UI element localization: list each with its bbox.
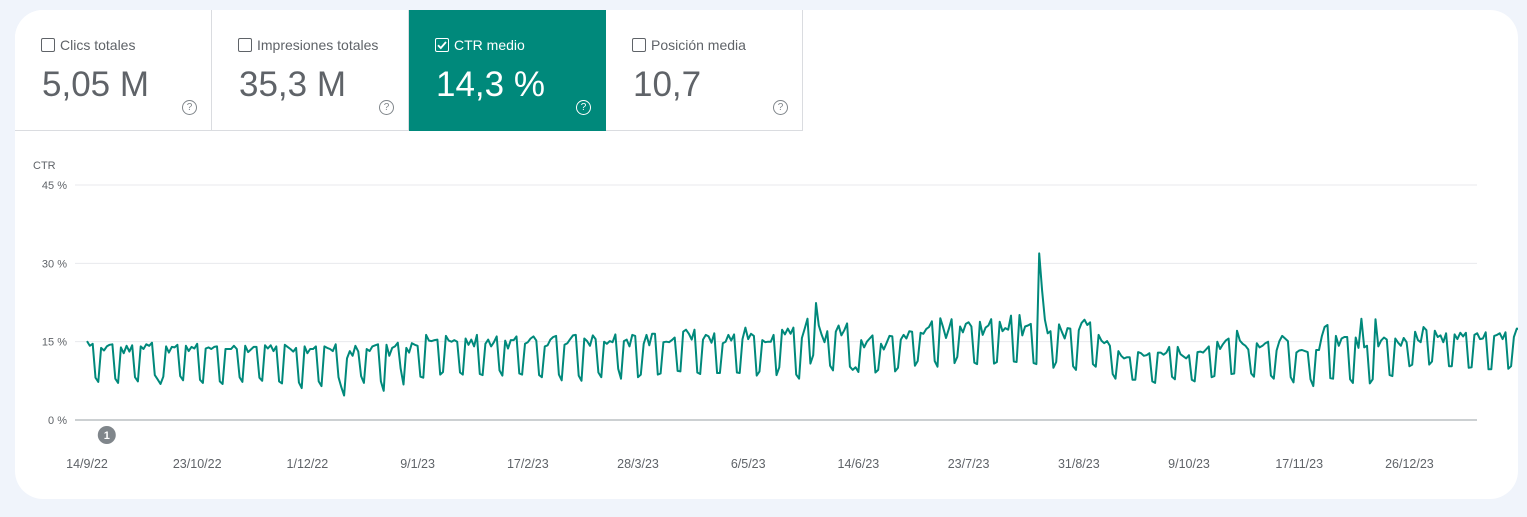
- x-tick-label: 23/10/22: [173, 457, 222, 471]
- help-icon[interactable]: ?: [576, 100, 591, 115]
- help-icon[interactable]: ?: [773, 100, 788, 115]
- checkbox-clicks[interactable]: [41, 38, 55, 52]
- y-tick-label: 30 %: [42, 258, 67, 270]
- x-tick-label: 31/8/23: [1058, 457, 1100, 471]
- x-tick-label: 17/11/23: [1275, 457, 1323, 471]
- metric-tile-position[interactable]: Posición media 10,7 ?: [606, 10, 803, 131]
- metric-tiles: Clics totales 5,05 M ? Impresiones total…: [15, 10, 803, 131]
- metric-value-position: 10,7: [633, 65, 702, 104]
- check-icon: [437, 41, 447, 50]
- y-tick-label: 0 %: [48, 415, 67, 427]
- y-axis-title: CTR: [33, 160, 56, 172]
- x-tick-label: 26/12/23: [1385, 457, 1434, 471]
- y-tick-label: 15 %: [42, 337, 67, 349]
- performance-card: Clics totales 5,05 M ? Impresiones total…: [15, 10, 1518, 499]
- annotation-marker: [97, 426, 116, 444]
- metric-value-impressions: 35,3 M: [239, 65, 346, 104]
- x-tick-label: 1/12/22: [287, 457, 329, 471]
- help-icon[interactable]: ?: [379, 100, 394, 115]
- x-tick-label: 28/3/23: [617, 457, 659, 471]
- series-line-0: [86, 252, 1518, 397]
- x-tick-label: 14/9/22: [66, 457, 108, 471]
- x-tick-label: 23/7/23: [948, 457, 990, 471]
- help-icon[interactable]: ?: [182, 100, 197, 115]
- metric-tile-clicks[interactable]: Clics totales 5,05 M ?: [15, 10, 212, 131]
- metric-tile-ctr[interactable]: CTR medio 14,3 % ?: [409, 10, 606, 131]
- checkbox-impressions[interactable]: [238, 38, 252, 52]
- x-tick-label: 9/10/23: [1168, 457, 1210, 471]
- x-tick-label: 17/2/23: [507, 457, 549, 471]
- metric-tile-impressions[interactable]: Impresiones totales 35,3 M ?: [212, 10, 409, 131]
- annotation-marker-label: 1: [104, 430, 110, 442]
- x-tick-label: 9/1/23: [400, 457, 435, 471]
- metric-value-ctr: 14,3 %: [436, 65, 545, 104]
- x-tick-label: 6/5/23: [731, 457, 766, 471]
- checkbox-position[interactable]: [632, 38, 646, 52]
- y-tick-label: 45 %: [42, 180, 67, 192]
- x-tick-label: 14/6/23: [838, 457, 880, 471]
- metric-value-clicks: 5,05 M: [42, 65, 149, 104]
- checkbox-ctr[interactable]: [435, 38, 449, 52]
- ctr-line-chart: CTR 45 % 30 % 15 % 0 % 14/9/22 23/10/22 1/12/22…: [33, 160, 1518, 471]
